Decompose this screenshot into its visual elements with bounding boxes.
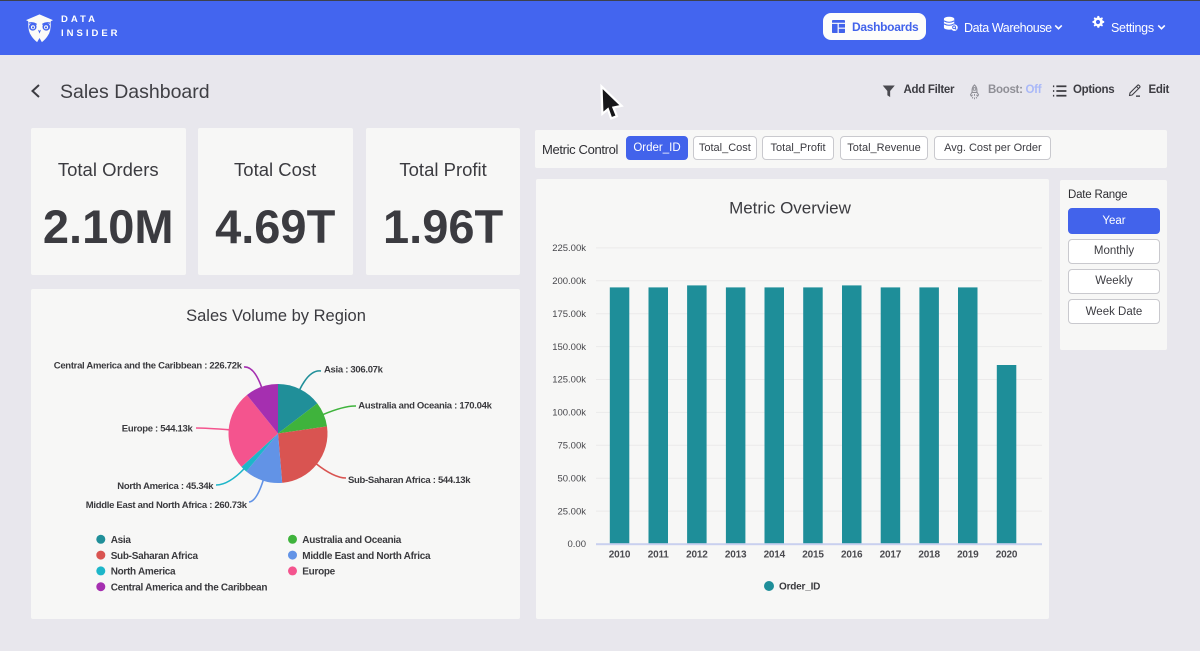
- svg-text:Middle East and North Africa :: Middle East and North Africa : 260.73k: [86, 500, 248, 511]
- svg-text:2011: 2011: [648, 550, 670, 561]
- svg-text:North America : 45.34k: North America : 45.34k: [117, 481, 214, 492]
- svg-text:2012: 2012: [686, 550, 708, 561]
- svg-text:50.00k: 50.00k: [557, 473, 586, 484]
- svg-text:Sales Volume by Region: Sales Volume by Region: [186, 307, 366, 325]
- svg-text:2017: 2017: [880, 550, 902, 561]
- svg-text:2013: 2013: [725, 550, 747, 561]
- svg-text:200.00k: 200.00k: [552, 276, 586, 287]
- svg-text:2019: 2019: [957, 550, 979, 561]
- svg-text:2015: 2015: [802, 550, 824, 561]
- svg-text:North America: North America: [111, 567, 176, 578]
- svg-text:150.00k: 150.00k: [552, 342, 586, 353]
- svg-text:225.00k: 225.00k: [552, 243, 586, 254]
- svg-text:Order_ID: Order_ID: [779, 582, 820, 593]
- svg-text:Metric Overview: Metric Overview: [729, 199, 852, 218]
- svg-text:2020: 2020: [996, 550, 1018, 561]
- svg-text:Sub-Saharan Africa : 544.13k: Sub-Saharan Africa : 544.13k: [348, 475, 471, 486]
- svg-text:Central America and the Caribb: Central America and the Caribbean: [111, 583, 268, 594]
- svg-text:Central America and the Caribb: Central America and the Caribbean : 226.…: [54, 360, 243, 371]
- svg-text:Middle East and North Africa: Middle East and North Africa: [302, 551, 431, 562]
- svg-text:Europe: Europe: [302, 567, 335, 578]
- svg-text:2016: 2016: [841, 550, 863, 561]
- svg-text:0.00: 0.00: [568, 539, 587, 550]
- svg-text:Europe : 544.13k: Europe : 544.13k: [122, 423, 194, 434]
- svg-text:25.00k: 25.00k: [557, 506, 586, 517]
- svg-text:Sub-Saharan Africa: Sub-Saharan Africa: [111, 551, 199, 562]
- svg-text:75.00k: 75.00k: [557, 441, 586, 452]
- svg-text:175.00k: 175.00k: [552, 309, 586, 320]
- svg-text:Australia and Oceania : 170.04: Australia and Oceania : 170.04k: [358, 400, 492, 411]
- svg-text:100.00k: 100.00k: [552, 408, 586, 419]
- svg-text:125.00k: 125.00k: [552, 375, 586, 386]
- svg-text:Asia: Asia: [111, 535, 132, 546]
- svg-text:2018: 2018: [918, 550, 940, 561]
- svg-text:Asia : 306.07k: Asia : 306.07k: [324, 364, 384, 375]
- svg-text:2014: 2014: [764, 550, 786, 561]
- svg-text:Australia and Oceania: Australia and Oceania: [302, 535, 401, 546]
- svg-text:2010: 2010: [609, 550, 631, 561]
